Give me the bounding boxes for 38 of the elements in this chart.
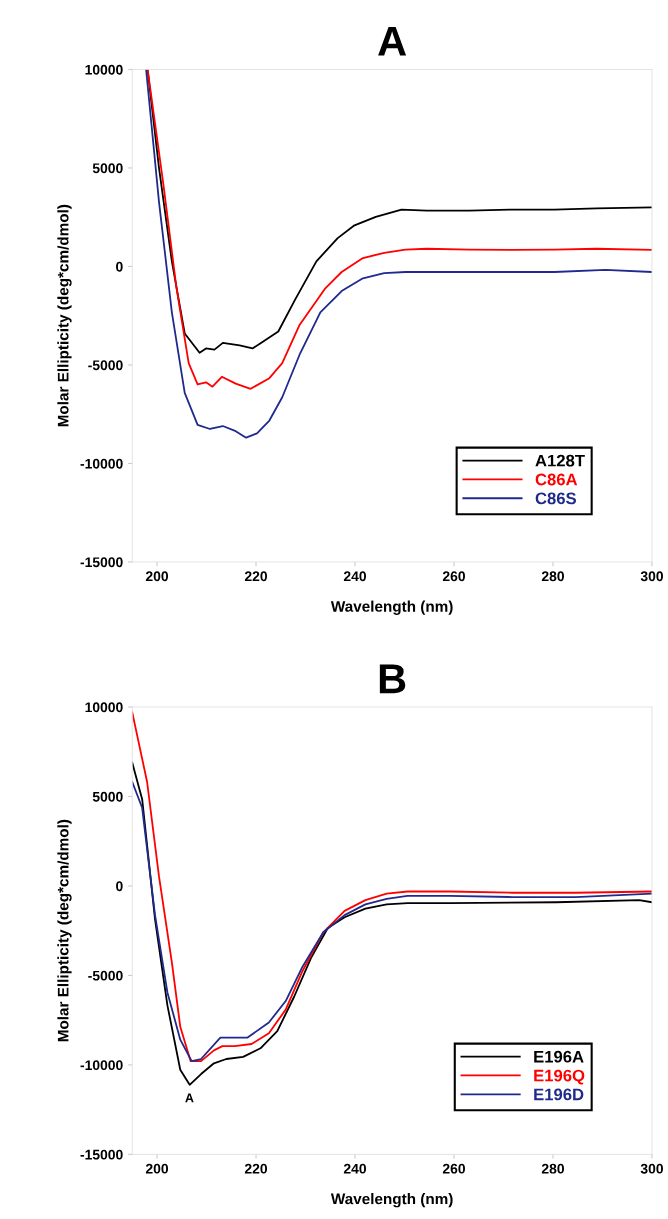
legend-label: C86A [535,473,578,486]
x-tick-label: 260 [442,571,465,582]
legend-label: A128T [535,454,585,467]
y-tick-label: -15000 [80,1149,123,1160]
y-tick-label: -10000 [80,1060,123,1071]
y-tick-label: 5000 [92,163,123,174]
x-tick-label: 300 [640,1163,663,1174]
x-tick-label: 220 [244,571,268,582]
legend-label: E196D [534,1088,584,1101]
x-tick-label: 200 [145,571,169,582]
legend-label: E196A [534,1050,584,1063]
legend-label: C86S [535,492,577,505]
y-tick-label: -10000 [80,458,123,469]
x-axis-title: Wavelength (nm) [330,600,453,615]
x-tick-label: 300 [640,571,663,582]
x-tick-label: 200 [145,1163,169,1174]
x-tick-label: 260 [442,1163,465,1174]
y-tick-label: 0 [116,881,123,892]
y-tick-label: 10000 [85,64,123,75]
x-tick-label: 280 [541,1163,564,1174]
legend-label: E196Q [534,1069,585,1085]
chart-title: A [378,26,407,56]
x-tick-label: 220 [244,1163,268,1174]
y-tick-label: -5000 [88,360,123,371]
annotation: A [185,1093,194,1103]
x-tick-label: 240 [343,1163,367,1174]
y-tick-label: 5000 [92,791,123,802]
y-tick-label: -5000 [88,970,123,981]
y-tick-label: 0 [116,261,123,272]
y-axis-title: Molar Ellipticity (deg*cm/dmol) [57,204,72,427]
y-tick-label: 10000 [85,702,123,713]
y-axis-title: Molar Ellipticity (deg*cm/dmol) [57,819,72,1042]
x-tick-label: 280 [541,571,564,582]
y-tick-label: -15000 [80,557,123,568]
chart-title: B [379,664,406,694]
line-series [132,711,652,1063]
x-tick-label: 240 [343,571,367,582]
x-axis-title: Wavelength (nm) [330,1193,453,1208]
